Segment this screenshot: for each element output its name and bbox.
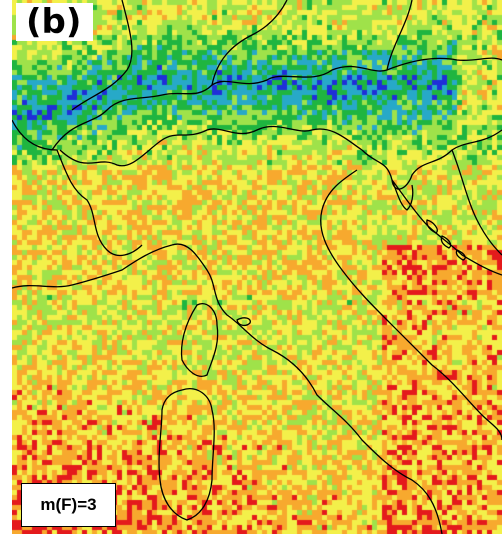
map-frame [12,0,502,534]
left-margin [0,0,12,534]
france-border [12,119,143,257]
dalmatian-island-3 [455,249,466,261]
northern-border-west [71,0,133,111]
elba-island [236,317,251,327]
alpine-border-line-2 [59,125,363,167]
dalmatian-island-1 [426,219,438,234]
northern-border-east [386,0,413,71]
dalmatian-island-2 [440,235,452,249]
corsica-outline [180,303,219,377]
balkan-coast [391,179,502,276]
parameter-label: m(F)=3 [40,495,97,514]
parameter-label-box: m(F)=3 [21,483,116,527]
istria [391,179,414,211]
panel-label: (b) [16,3,94,41]
eastern-border [361,129,502,190]
sardinia-outline [158,388,215,521]
alpine-border-line [51,57,502,151]
italy-east-coast [320,169,502,441]
france-coast [12,244,173,289]
italy-west-coast [171,243,443,534]
balkan-inland-border [451,149,502,256]
coastline-overlay [12,0,502,534]
northern-border-mid [211,0,288,86]
pixel-heatmap [12,0,502,534]
